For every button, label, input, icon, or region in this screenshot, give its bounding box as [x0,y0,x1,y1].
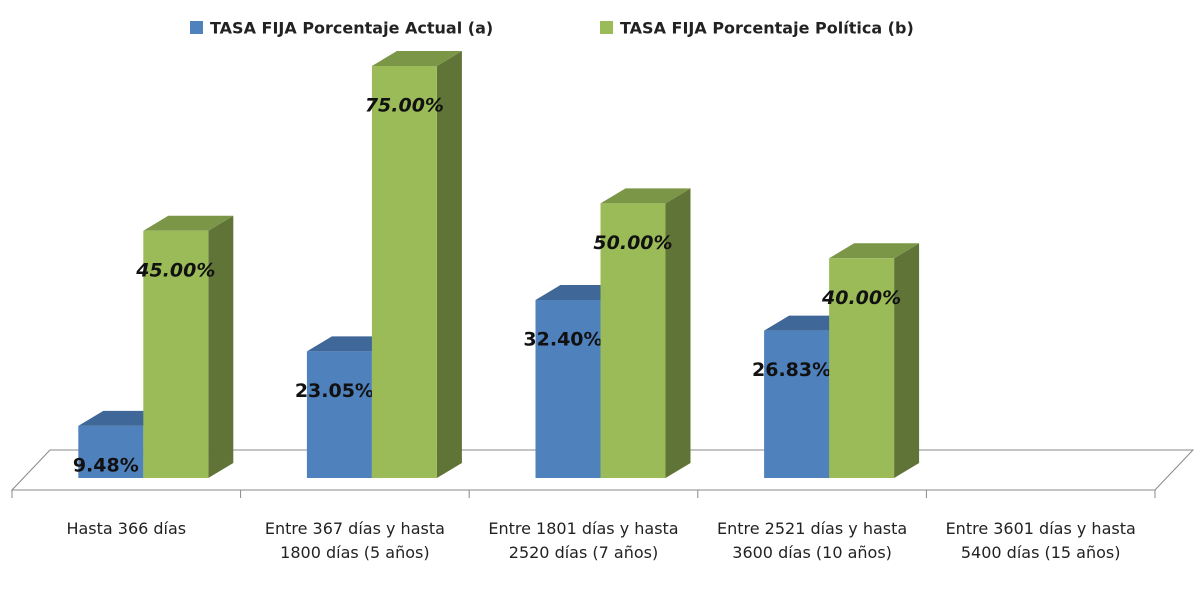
x-tick-label: Entre 2521 días y hasta 3600 días (10 añ… [716,519,908,562]
bar-side [436,51,462,478]
x-tick-label: Entre 3601 días y hasta 5400 días (15 añ… [945,519,1136,562]
x-tick-label: Entre 1801 días y hasta 2520 días (7 año… [488,519,679,562]
data-label: 23.05% [295,380,374,402]
bar [143,230,209,478]
bar-side [665,188,691,479]
data-label: 50.00% [593,232,672,254]
bar [78,425,144,478]
bar-top [829,243,920,259]
legend-swatch [190,21,203,34]
bar [764,330,830,478]
data-label: 26.83% [752,359,831,381]
bar-side [208,215,234,479]
x-tick-label: Hasta 366 días [66,519,187,538]
data-label: 40.00% [821,287,901,309]
data-label: 32.40% [523,329,602,351]
bar [306,351,372,478]
legend-label: TASA FIJA Porcentaje Actual (a) [210,19,493,38]
data-label: 9.48% [73,454,139,476]
bar [600,203,666,479]
data-label: 75.00% [365,95,444,117]
bar-side [894,243,920,478]
data-label: 45.00% [135,259,215,281]
x-tick-label: Entre 367 días y hasta 1800 días (5 años… [264,519,445,562]
bar [371,66,437,478]
bar [535,300,601,478]
bar [829,258,895,478]
legend-label: TASA FIJA Porcentaje Política (b) [620,19,914,38]
bar-top [600,188,691,204]
legend-swatch [600,21,613,34]
bar-top [143,215,234,231]
bar-top [371,51,462,66]
